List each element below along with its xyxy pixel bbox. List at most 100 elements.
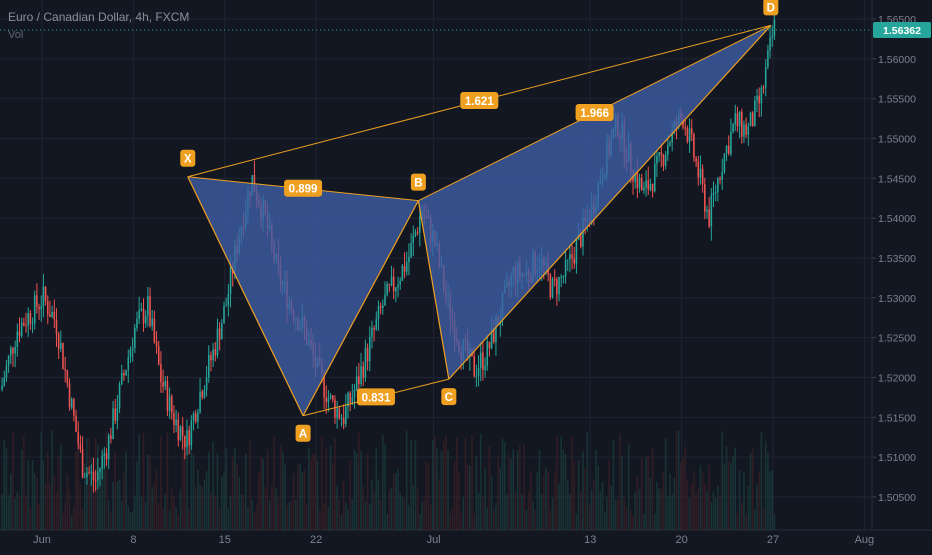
volume-bar	[38, 503, 40, 530]
candle-up	[395, 287, 397, 292]
volume-bar	[595, 449, 597, 530]
volume-bar	[603, 511, 606, 530]
volume-bar	[179, 489, 182, 530]
candle-down	[571, 254, 573, 259]
volume-bar	[318, 510, 321, 530]
volume-bar	[81, 509, 84, 530]
candle-up	[120, 373, 123, 385]
volume-bar	[68, 489, 71, 530]
pattern-triangle-bcd	[418, 25, 771, 380]
volume-bar	[630, 509, 632, 530]
candle-up	[103, 453, 106, 456]
volume-bar	[749, 452, 752, 530]
y-tick-label: 1.54500	[878, 173, 916, 185]
volume-bar	[36, 477, 38, 530]
volume-bar	[247, 507, 249, 530]
volume-bar	[251, 499, 254, 530]
volume-bar	[401, 496, 404, 530]
candle-up	[732, 124, 734, 132]
volume-bar	[451, 508, 454, 530]
candle-down	[690, 128, 693, 135]
candle-up	[656, 156, 658, 164]
x-tick-label: 20	[676, 534, 688, 546]
volume-bar	[175, 507, 177, 530]
volume-bar	[616, 499, 619, 530]
volume-bar	[66, 473, 69, 530]
candle-up	[377, 306, 380, 319]
volume-bar	[614, 499, 617, 530]
volume-bar	[499, 467, 502, 530]
candle-up	[371, 328, 373, 338]
volume-bar	[197, 469, 199, 530]
candle-up	[14, 347, 16, 354]
volume-bar	[532, 501, 534, 530]
volume-bar	[547, 471, 549, 530]
candle-up	[560, 276, 563, 278]
candle-up	[70, 399, 73, 408]
volume-bar	[656, 482, 658, 530]
volume-bar	[516, 450, 519, 530]
candle-up	[10, 347, 12, 356]
volume-bar	[57, 455, 60, 530]
ratio-label-box	[575, 104, 614, 122]
volume-bar	[46, 452, 49, 530]
volume-bar	[360, 450, 362, 530]
candle-down	[660, 152, 663, 155]
point-label-box	[410, 173, 426, 191]
volume-bar	[632, 514, 634, 530]
volume-bar	[155, 470, 158, 530]
volume-bar	[192, 454, 195, 530]
volume-bar	[416, 486, 419, 530]
volume-bar	[484, 468, 486, 530]
volume-bar	[64, 502, 66, 530]
volume-bar	[458, 471, 460, 530]
point-label-box	[180, 149, 196, 167]
volume-bar	[214, 495, 217, 530]
candle-up	[186, 430, 188, 448]
candle-up	[569, 254, 571, 260]
volume-bar	[510, 458, 512, 530]
candle-up	[138, 310, 140, 319]
volume-bar	[114, 452, 117, 530]
volume-bar	[342, 480, 345, 530]
volume-bar	[301, 472, 304, 530]
volume-bar	[323, 503, 325, 530]
volume-bar	[438, 478, 441, 530]
volume-bar	[627, 444, 630, 530]
volume-bar	[336, 485, 338, 530]
x-tick-label: Aug	[855, 534, 875, 546]
ratio-label-xb: 0.899	[289, 184, 318, 196]
current-price-tag	[873, 21, 931, 38]
candle-up	[743, 124, 745, 137]
candle-down	[392, 276, 395, 292]
volume-bar	[719, 495, 721, 530]
volume-bar	[523, 444, 526, 530]
volume-bar	[708, 465, 710, 530]
volume-bar	[7, 495, 10, 530]
volume-bar	[714, 498, 717, 530]
volume-bar	[264, 487, 267, 530]
volume-bar	[201, 487, 204, 530]
volume-bar	[266, 449, 269, 530]
volume-bar	[153, 481, 156, 530]
volume-bar	[590, 489, 593, 530]
volume-bar	[414, 440, 417, 530]
volume-bar	[449, 513, 452, 530]
volume-bar	[29, 507, 32, 530]
volume-bar	[580, 492, 582, 530]
volume-bar	[569, 493, 571, 530]
candle-down	[73, 399, 75, 416]
candle-down	[636, 171, 639, 188]
volume-bar	[525, 509, 528, 530]
volume-bar	[142, 432, 145, 530]
volume-bar	[5, 448, 8, 530]
candle-down	[44, 286, 47, 301]
volume-bar	[127, 506, 130, 530]
volume-bar	[612, 440, 615, 530]
candle-up	[375, 318, 378, 330]
candle-down	[160, 364, 162, 382]
ratio-label-box	[460, 92, 499, 110]
volume-bar	[492, 509, 495, 530]
